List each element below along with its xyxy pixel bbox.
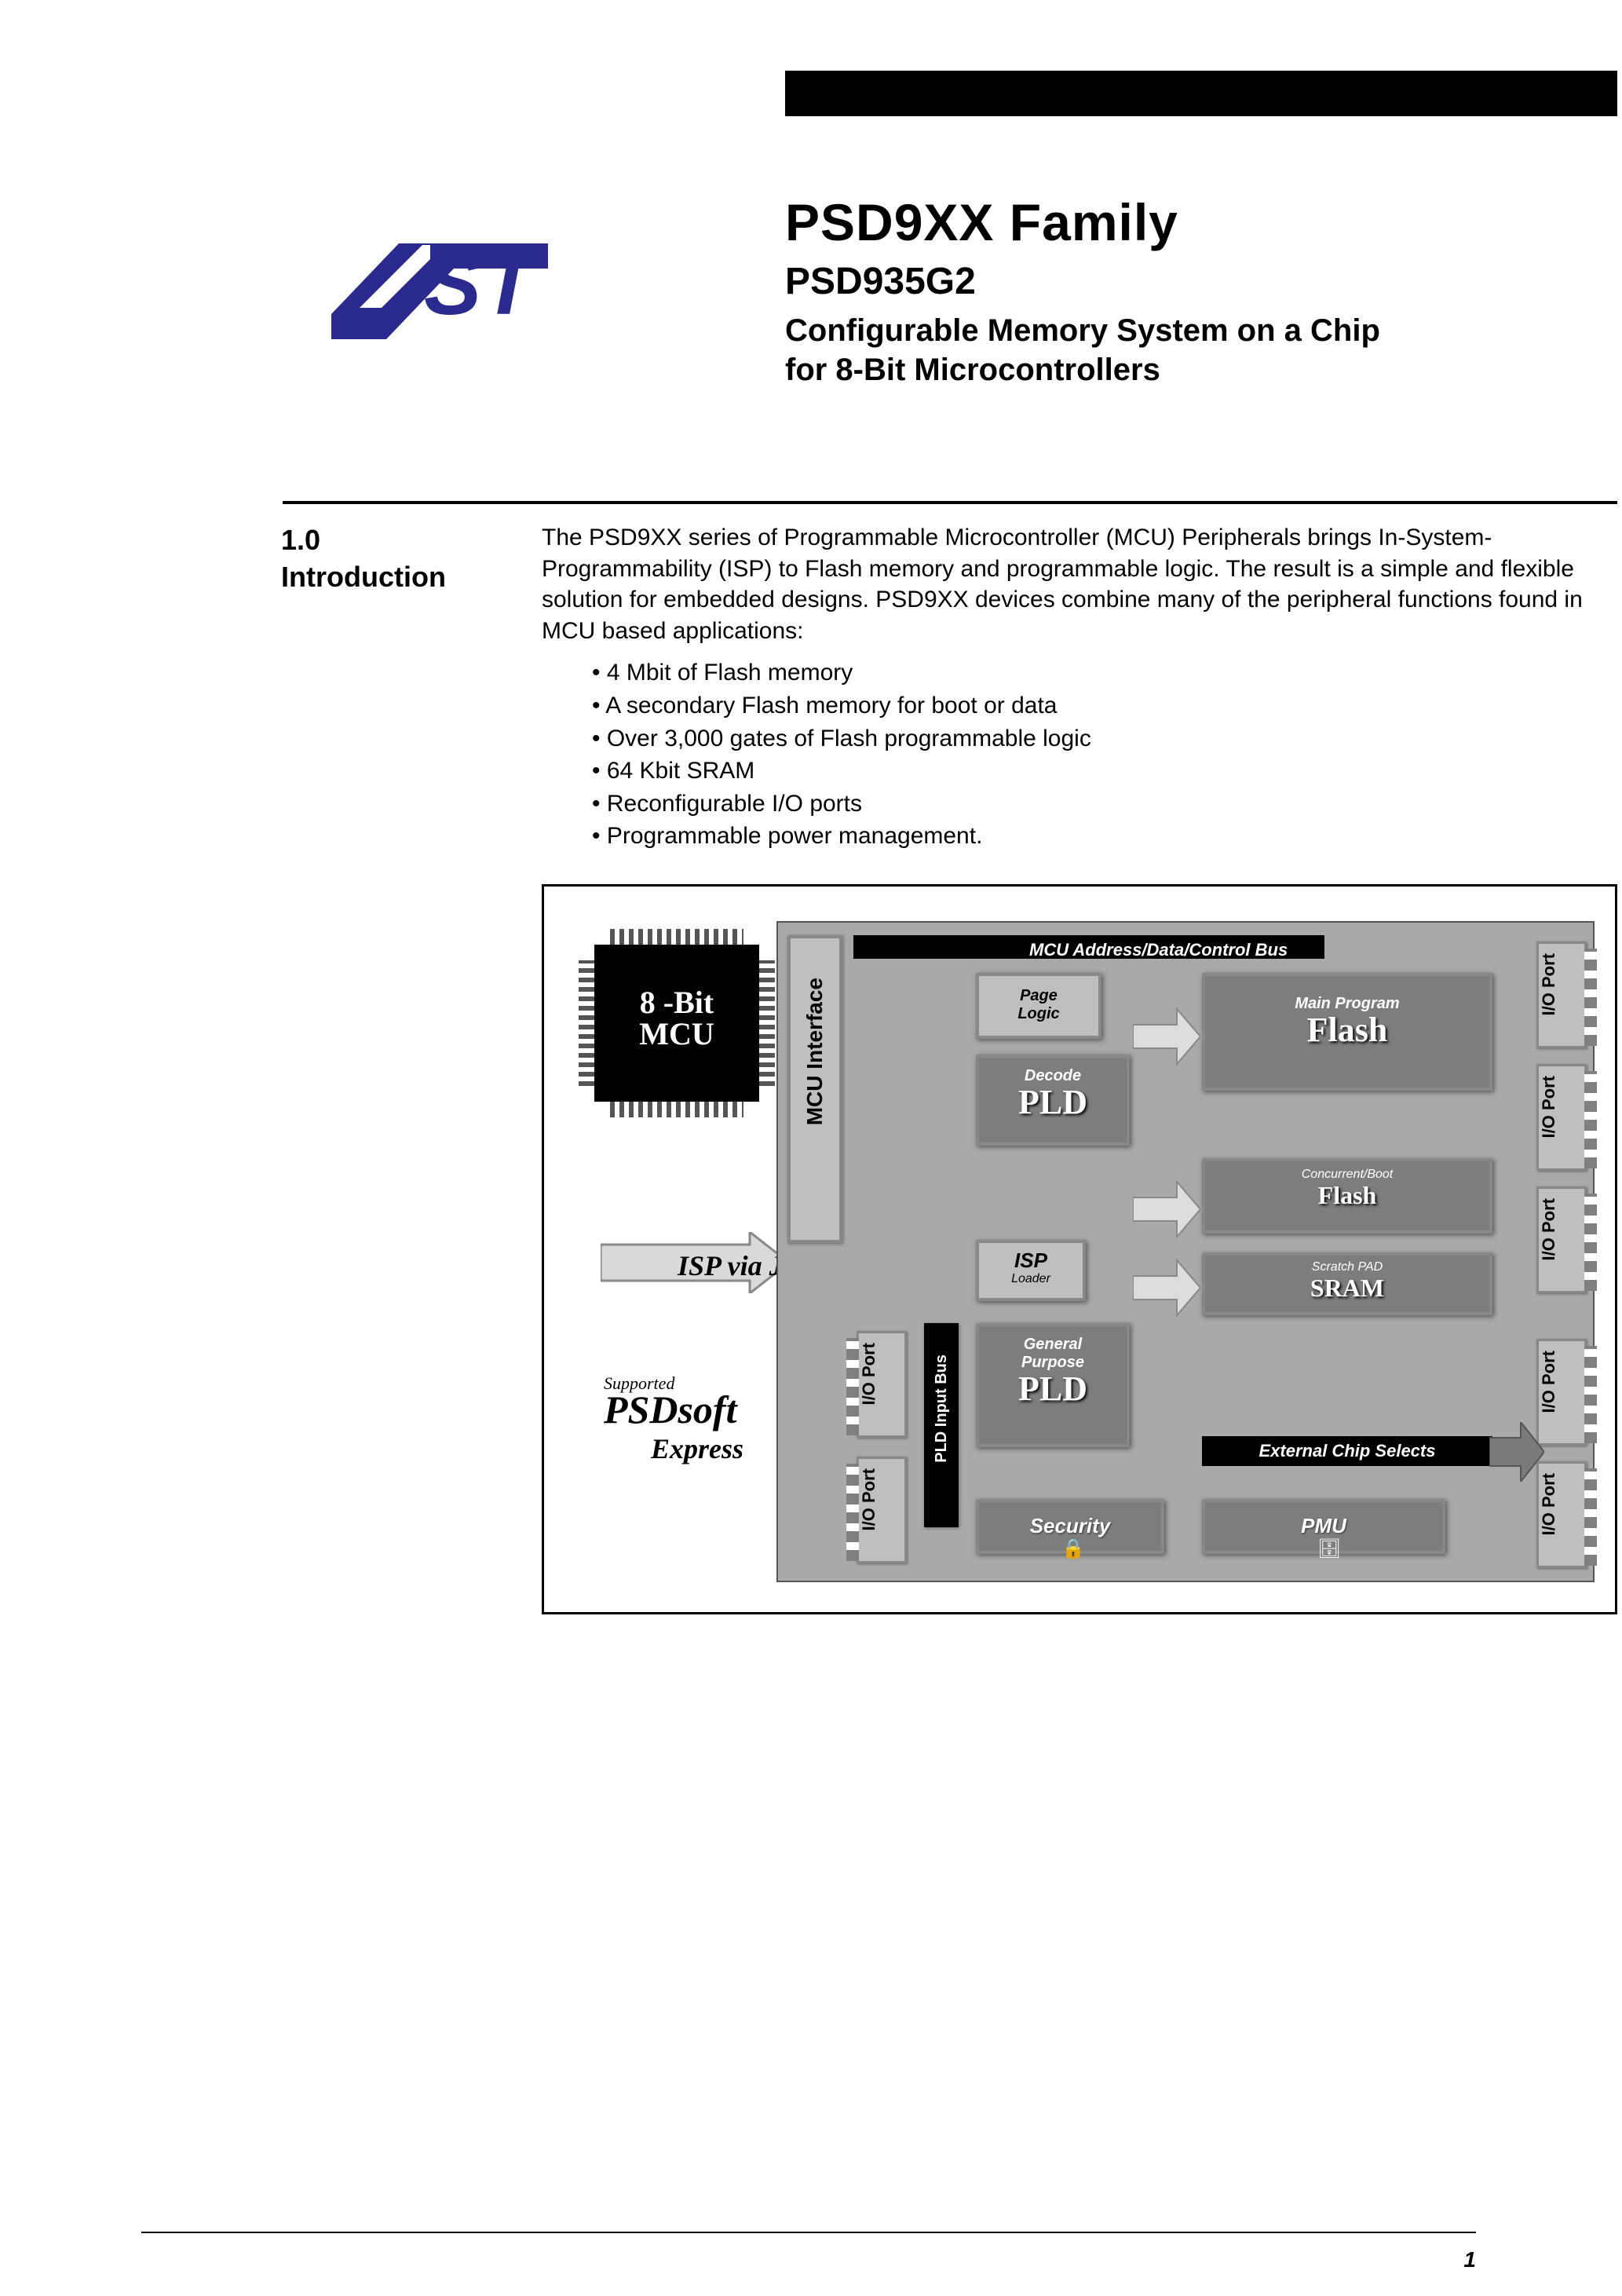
- product-family: PSD9XX Family: [785, 192, 1554, 252]
- subtitle-line2: for 8-Bit Microcontrollers: [785, 353, 1160, 387]
- chip-pins-icon: [610, 1102, 743, 1117]
- title-block: PSD9XX Family PSD935G2 Configurable Memo…: [785, 192, 1554, 389]
- express-label: Express: [604, 1433, 743, 1464]
- gp-label1: General: [979, 1336, 1127, 1354]
- mcu-bus-label: MCU Address/Data/Control Bus: [1029, 940, 1288, 960]
- intro-paragraph: The PSD9XX series of Programmable Microc…: [542, 522, 1617, 646]
- sram-block: Scratch PAD SRAM: [1202, 1252, 1492, 1315]
- io-port-block: I/O Port: [1536, 941, 1587, 1048]
- io-port-label: I/O Port: [859, 1343, 879, 1405]
- body-text: The PSD9XX series of Programmable Microc…: [542, 522, 1617, 854]
- io-port-label: I/O Port: [1539, 953, 1559, 1015]
- boot-flash-label: Flash: [1205, 1182, 1489, 1209]
- io-port-label: I/O Port: [1539, 1076, 1559, 1138]
- section-number: 1.0: [281, 524, 320, 556]
- st-logo: ST: [312, 236, 564, 345]
- subtitle-line1: Configurable Memory System on a Chip: [785, 313, 1380, 348]
- scratch-pad-label: Scratch PAD: [1205, 1260, 1489, 1274]
- port-pins-icon: [1584, 1346, 1597, 1443]
- isp-loader-block: ISP Loader: [976, 1240, 1086, 1301]
- external-cs-label: External Chip Selects: [1259, 1441, 1436, 1461]
- io-port-block: I/O Port: [1536, 1064, 1587, 1171]
- part-number: PSD935G2: [785, 260, 1554, 303]
- isp-label: ISP: [979, 1249, 1083, 1272]
- page-number: 1: [1463, 2247, 1476, 2272]
- gp-pld-label: PLD: [979, 1372, 1127, 1406]
- section-title: Introduction: [281, 561, 446, 593]
- chip-label-1: 8 -Bit: [640, 985, 714, 1020]
- chip-pins-icon: [759, 960, 775, 1086]
- mcu-chip: 8 -Bit MCU: [594, 945, 759, 1102]
- main-flash-block: Main Program Flash: [1202, 973, 1492, 1091]
- battery-icon: 🗄: [1317, 1538, 1341, 1559]
- list-item: Over 3,000 gates of Flash programmable l…: [592, 723, 1617, 755]
- concurrent-label: Concurrent/Boot: [1205, 1168, 1489, 1182]
- psdsoft-logo: PSDsoft Express: [604, 1392, 743, 1463]
- boot-flash-block: Concurrent/Boot Flash: [1202, 1158, 1492, 1234]
- port-pins-icon: [846, 1464, 859, 1561]
- external-chip-selects: External Chip Selects: [1202, 1436, 1492, 1466]
- chip-pins-icon: [610, 929, 743, 945]
- security-label: Security: [979, 1515, 1161, 1537]
- chip-label-2: MCU: [639, 1016, 714, 1051]
- port-pins-icon: [1584, 949, 1597, 1046]
- list-item: Programmable power management.: [592, 821, 1617, 852]
- port-pins-icon: [1584, 1194, 1597, 1291]
- block-diagram: 8 -Bit MCU ISP via JTAG Supported PSDsof…: [542, 884, 1617, 1614]
- port-pins-icon: [1584, 1071, 1597, 1168]
- feature-list: 4 Mbit of Flash memory A secondary Flash…: [542, 657, 1617, 852]
- decode-pld-block: Decode PLD: [976, 1055, 1130, 1146]
- decode-pld-label: PLD: [979, 1085, 1127, 1120]
- io-port-block: I/O Port: [1536, 1186, 1587, 1293]
- svg-text:ST: ST: [424, 236, 540, 333]
- list-item: A secondary Flash memory for boot or dat…: [592, 690, 1617, 722]
- port-pins-icon: [846, 1338, 859, 1435]
- mcu-interface-label: MCU Interface: [802, 978, 827, 1125]
- security-block: Security 🔒: [976, 1499, 1164, 1554]
- page-logic-block: Page Logic: [976, 973, 1101, 1039]
- io-port-block: I/O Port: [857, 1457, 907, 1563]
- io-port-block: I/O Port: [857, 1331, 907, 1438]
- horizontal-rule: [283, 501, 1617, 504]
- main-flash-label: Flash: [1205, 1013, 1489, 1047]
- page-logic-label1: Page: [979, 987, 1098, 1005]
- psdsoft-label: PSDsoft: [604, 1387, 736, 1431]
- chip-pins-icon: [579, 960, 594, 1086]
- psd-soc-block: MCU Address/Data/Control Bus MCU Interfa…: [776, 921, 1595, 1582]
- pld-input-bus: PLD Input Bus: [924, 1323, 959, 1527]
- list-item: 64 Kbit SRAM: [592, 755, 1617, 787]
- arrow-icon: [1489, 1422, 1544, 1482]
- pmu-block: PMU 🗄: [1202, 1499, 1445, 1554]
- footer-rule: [141, 2232, 1476, 2233]
- mcu-interface-block: MCU Interface: [787, 935, 842, 1243]
- io-port-label: I/O Port: [859, 1468, 879, 1530]
- subtitle: Configurable Memory System on a Chip for…: [785, 311, 1554, 389]
- page-logic-label2: Logic: [979, 1005, 1098, 1023]
- header-black-bar: [785, 71, 1617, 116]
- port-pins-icon: [1584, 1468, 1597, 1566]
- io-port-label: I/O Port: [1539, 1473, 1559, 1535]
- io-port-label: I/O Port: [1539, 1198, 1559, 1260]
- general-pld-block: General Purpose PLD: [976, 1323, 1130, 1447]
- section-heading: 1.0 Introduction: [281, 522, 509, 596]
- list-item: Reconfigurable I/O ports: [592, 788, 1617, 820]
- pld-bus-label: PLD Input Bus: [933, 1355, 951, 1463]
- sram-label: SRAM: [1205, 1274, 1489, 1302]
- pmu-label: PMU: [1205, 1515, 1442, 1537]
- io-port-label: I/O Port: [1539, 1351, 1559, 1413]
- isp-loader-label: Loader: [979, 1272, 1083, 1286]
- lock-icon: 🔒: [1061, 1538, 1085, 1559]
- list-item: 4 Mbit of Flash memory: [592, 657, 1617, 689]
- arrows-icon: [1133, 993, 1200, 1323]
